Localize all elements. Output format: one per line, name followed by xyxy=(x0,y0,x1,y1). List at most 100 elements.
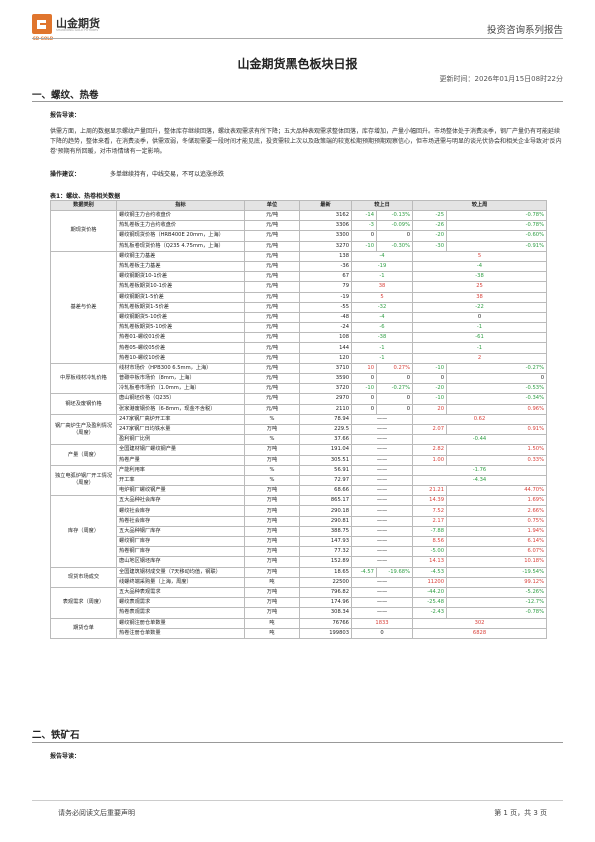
latest-cell: 229.5 xyxy=(299,423,352,436)
indicator-cell: 热轧卷板期货1-5价差 xyxy=(116,301,245,313)
latest-cell: 3720 xyxy=(299,383,352,395)
unit-cell: 元/吨 xyxy=(244,332,300,344)
table-row: 产量（周度） 全国建材钢厂螺纹钢产量 万吨 191.04 —— 2.82 1.50% xyxy=(50,444,548,466)
latest-cell: 308.34 xyxy=(299,607,352,619)
table-row: 热卷产量 万吨 305.51 —— 1.00 0.33% xyxy=(51,454,548,466)
week-change-pct-cell: 99.12% xyxy=(446,576,548,588)
latest-cell: -36 xyxy=(299,260,352,273)
week-change-cell: -4.34 xyxy=(412,474,548,487)
day-change-cell: —— xyxy=(350,535,414,548)
unit-cell: 吨 xyxy=(244,627,300,639)
unit-cell: 元/吨 xyxy=(244,209,300,222)
latest-cell: 3590 xyxy=(299,372,352,385)
day-change-pct-cell: 0.27% xyxy=(375,362,414,375)
latest-cell: 78.94 xyxy=(299,413,352,425)
latest-cell: 108 xyxy=(299,332,352,344)
table-row: 电炉钢厂螺纹钢产量 万吨 68.66 —— 21.21 44.70% xyxy=(51,485,548,497)
indicator-cell: 螺纹钢注册仓单数量 xyxy=(116,617,245,629)
category-cell: 基差与价差 xyxy=(50,250,117,364)
week-change-pct-cell: -5.26% xyxy=(446,586,548,599)
indicator-cell: 热卷05-螺纹05价差 xyxy=(116,342,245,354)
day-change-cell: —— xyxy=(350,515,414,527)
latest-cell: 2110 xyxy=(299,403,352,415)
header-vs-prev-day: 较上日 xyxy=(350,200,414,211)
latest-cell: 72.97 xyxy=(299,474,352,487)
indicator-cell: 热卷注册仓单数量 xyxy=(116,627,245,639)
week-change-pct-cell: 0 xyxy=(446,372,548,385)
day-change-cell: -1 xyxy=(350,352,414,364)
week-change-cell: -61 xyxy=(412,332,548,344)
day-change-cell: —— xyxy=(350,495,414,507)
indicator-cell: 螺纹钢主力合约收盘价 xyxy=(116,209,245,222)
latest-cell: 865.17 xyxy=(299,495,352,507)
week-change-pct-cell: 0.75% xyxy=(446,515,548,527)
week-change-cell: 0 xyxy=(412,311,548,324)
day-change-cell: -10 xyxy=(351,383,377,395)
week-change-cell: -44.20 xyxy=(412,586,448,599)
latest-cell: 191.04 xyxy=(299,444,352,456)
indicator-cell: 唐山钢坯价格（Q235） xyxy=(116,393,245,405)
day-change-cell: 0 xyxy=(351,403,377,415)
unit-cell: 元/吨 xyxy=(244,352,300,364)
day-change-cell: —— xyxy=(350,413,414,425)
latest-cell: 56.91 xyxy=(299,464,352,476)
latest-cell: 138 xyxy=(299,250,352,262)
category-cell: 钢坯及废钢价格 xyxy=(50,393,117,415)
table-row: 期货仓单 螺纹钢注册仓单数量吨 76766 1833 302 xyxy=(50,617,548,639)
table-row: 热轧卷板期货1-5价差 元/吨 -55 -32 -22 xyxy=(51,301,548,313)
category-cell: 表观需求（周度） xyxy=(50,586,117,619)
table-row: 张家港废钢价格（6-8mm，现金不含税） 元/吨 2110 0 0 20 0.96% xyxy=(51,403,548,415)
table-row: 热卷钢厂库存 万吨 77.32 —— -5.00 6.07% xyxy=(51,546,548,558)
unit-cell: 万吨 xyxy=(244,525,300,538)
indicator-cell: 螺纹钢期货10-1价差 xyxy=(116,271,245,283)
week-change-pct-cell: 6.14% xyxy=(446,535,548,548)
latest-cell: -48 xyxy=(299,311,352,324)
unit-cell: 元/吨 xyxy=(244,220,300,232)
latest-cell: 67 xyxy=(299,271,352,283)
week-change-cell: 2.17 xyxy=(412,515,448,527)
week-change-pct-cell: -0.78% xyxy=(446,220,548,232)
section-divider xyxy=(32,101,563,102)
table-row: 螺纹钢期货10-1价差 元/吨 67 -1 -38 xyxy=(51,271,548,283)
week-change-pct-cell: 44.70% xyxy=(446,485,548,497)
table-row: 盈利钢厂比例% 37.66 —— -0.44 xyxy=(51,434,548,446)
report-guide-label: 报告导读： xyxy=(50,753,81,760)
category-cell: 中厚板线材冷轧价格 xyxy=(50,362,117,395)
table-row: 线螺终端采购量（上海，周度）吨 22500 —— 11200 99.12% xyxy=(51,576,548,588)
unit-cell: % xyxy=(244,474,300,487)
week-change-pct-cell: 1.50% xyxy=(446,444,548,456)
table-row: 热轧板卷现货价格（Q235 4.75mm，上海） 元/吨 3270 -10 -0.30%… xyxy=(51,240,548,252)
footer-disclaimer: 请务必阅读文后重要声明 xyxy=(58,809,135,817)
report-series-label: 投资咨询系列报告 xyxy=(486,25,563,36)
header-divider xyxy=(32,38,563,39)
day-change-cell: —— xyxy=(350,597,414,609)
week-change-cell: 21.21 xyxy=(412,485,448,497)
latest-cell: 199803 xyxy=(299,627,352,639)
operation-advice-text: 多单继续持有，中线交易，不可以追涨杀跌 xyxy=(109,171,224,178)
table-row: 热卷05-螺纹05价差 元/吨 144 -1 -1 xyxy=(51,342,548,354)
unit-cell: 万吨 xyxy=(244,515,300,527)
latest-cell: 3162 xyxy=(299,209,352,222)
table-caption: 表1：螺纹、热卷相关数据 xyxy=(50,193,121,200)
week-change-pct-cell: -0.34% xyxy=(446,393,548,405)
day-change-cell: -4.57 xyxy=(351,566,377,578)
indicator-cell: 五大品种社会库存 xyxy=(116,495,245,507)
latest-cell: -19 xyxy=(299,291,352,303)
unit-cell: 万吨 xyxy=(244,444,300,456)
operation-advice-label: 操作建议： xyxy=(50,171,81,178)
day-change-cell: —— xyxy=(350,505,414,517)
week-change-cell: 25 xyxy=(412,281,548,293)
day-change-cell: -19 xyxy=(350,260,414,273)
header-latest: 最新 xyxy=(299,200,352,211)
day-change-cell: 10 xyxy=(351,362,377,375)
unit-cell: 元/吨 xyxy=(244,383,300,395)
table-row: 库存（周度） 五大品种社会库存 万吨 865.17 —— 14.39 1.69% xyxy=(50,495,548,568)
header-category: 数据类别 xyxy=(50,200,117,211)
table-row: 螺纹钢期货5-10价差 元/吨 -48 -4 0 xyxy=(51,311,548,324)
latest-cell: 290.81 xyxy=(299,515,352,527)
day-change-cell: —— xyxy=(350,444,414,456)
header-unit: 单位 xyxy=(244,200,300,211)
unit-cell: 元/吨 xyxy=(244,301,300,313)
day-change-cell: 1833 xyxy=(350,617,414,629)
week-change-cell: -4 xyxy=(412,260,548,273)
